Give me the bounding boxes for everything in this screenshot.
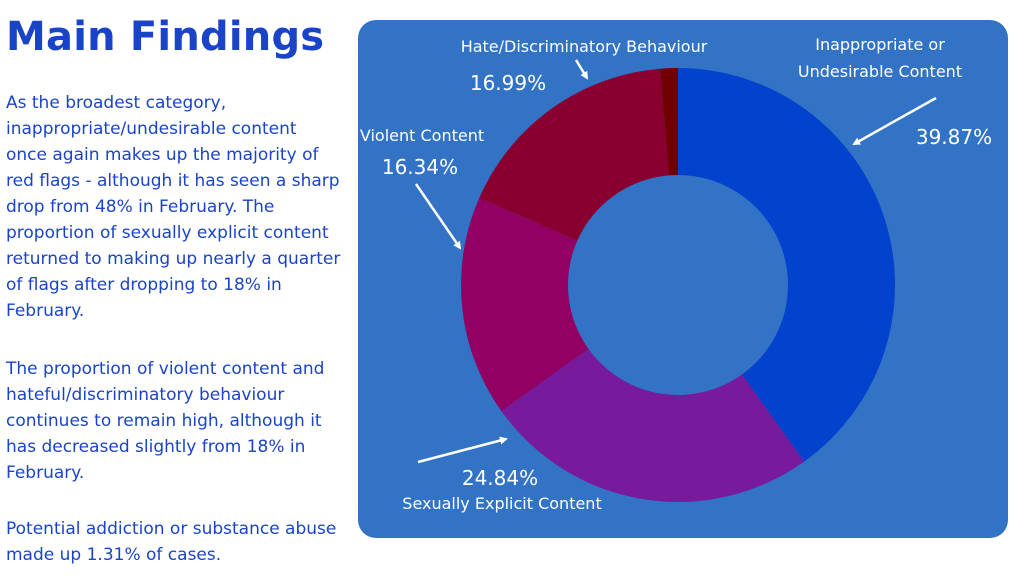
slice-inappropriate-or-undesirable-content	[678, 68, 895, 462]
value-label-violent-content: 16.34%	[382, 155, 458, 179]
value-label-hate-discriminatory-behaviour: 16.99%	[470, 71, 546, 95]
arrow-hate	[574, 59, 589, 80]
category-label-violent-content: Violent Content	[360, 126, 484, 145]
value-label-sexually-explicit-content: 24.84%	[462, 466, 538, 490]
chart-panel: Inappropriate or Undesirable Content 39.87…	[358, 20, 1008, 538]
category-label-hate-discriminatory-behaviour: Hate/Discriminatory Behaviour	[461, 37, 708, 56]
arrow-sexually-explicit	[417, 436, 508, 464]
donut-chart: Inappropriate or Undesirable Content 39.87…	[360, 35, 992, 513]
arrow-inappropriate	[852, 96, 937, 146]
category-label-inappropriate-or-undesirable-content-line-2: Undesirable Content	[798, 62, 962, 81]
slice-other-4	[660, 68, 678, 176]
arrow-violent	[414, 183, 462, 250]
slice-hate-discriminatory-behaviour	[479, 68, 669, 241]
page-title: Main Findings	[6, 14, 325, 60]
findings-paragraph-3: Potential addiction or substance abuse m…	[6, 519, 337, 565]
category-label-sexually-explicit-content: Sexually Explicit Content	[402, 494, 601, 513]
slice-violent-content	[461, 197, 589, 412]
slice-sexually-explicit-content	[501, 348, 805, 503]
findings-paragraph-1: As the broadest category, inappropriate/…	[6, 93, 341, 321]
findings-paragraph-2: The proportion of violent content and ha…	[6, 359, 325, 483]
value-label-inappropriate-or-undesirable-content: 39.87%	[916, 125, 992, 149]
category-label-inappropriate-or-undesirable-content-line-1: Inappropriate or	[815, 35, 945, 54]
